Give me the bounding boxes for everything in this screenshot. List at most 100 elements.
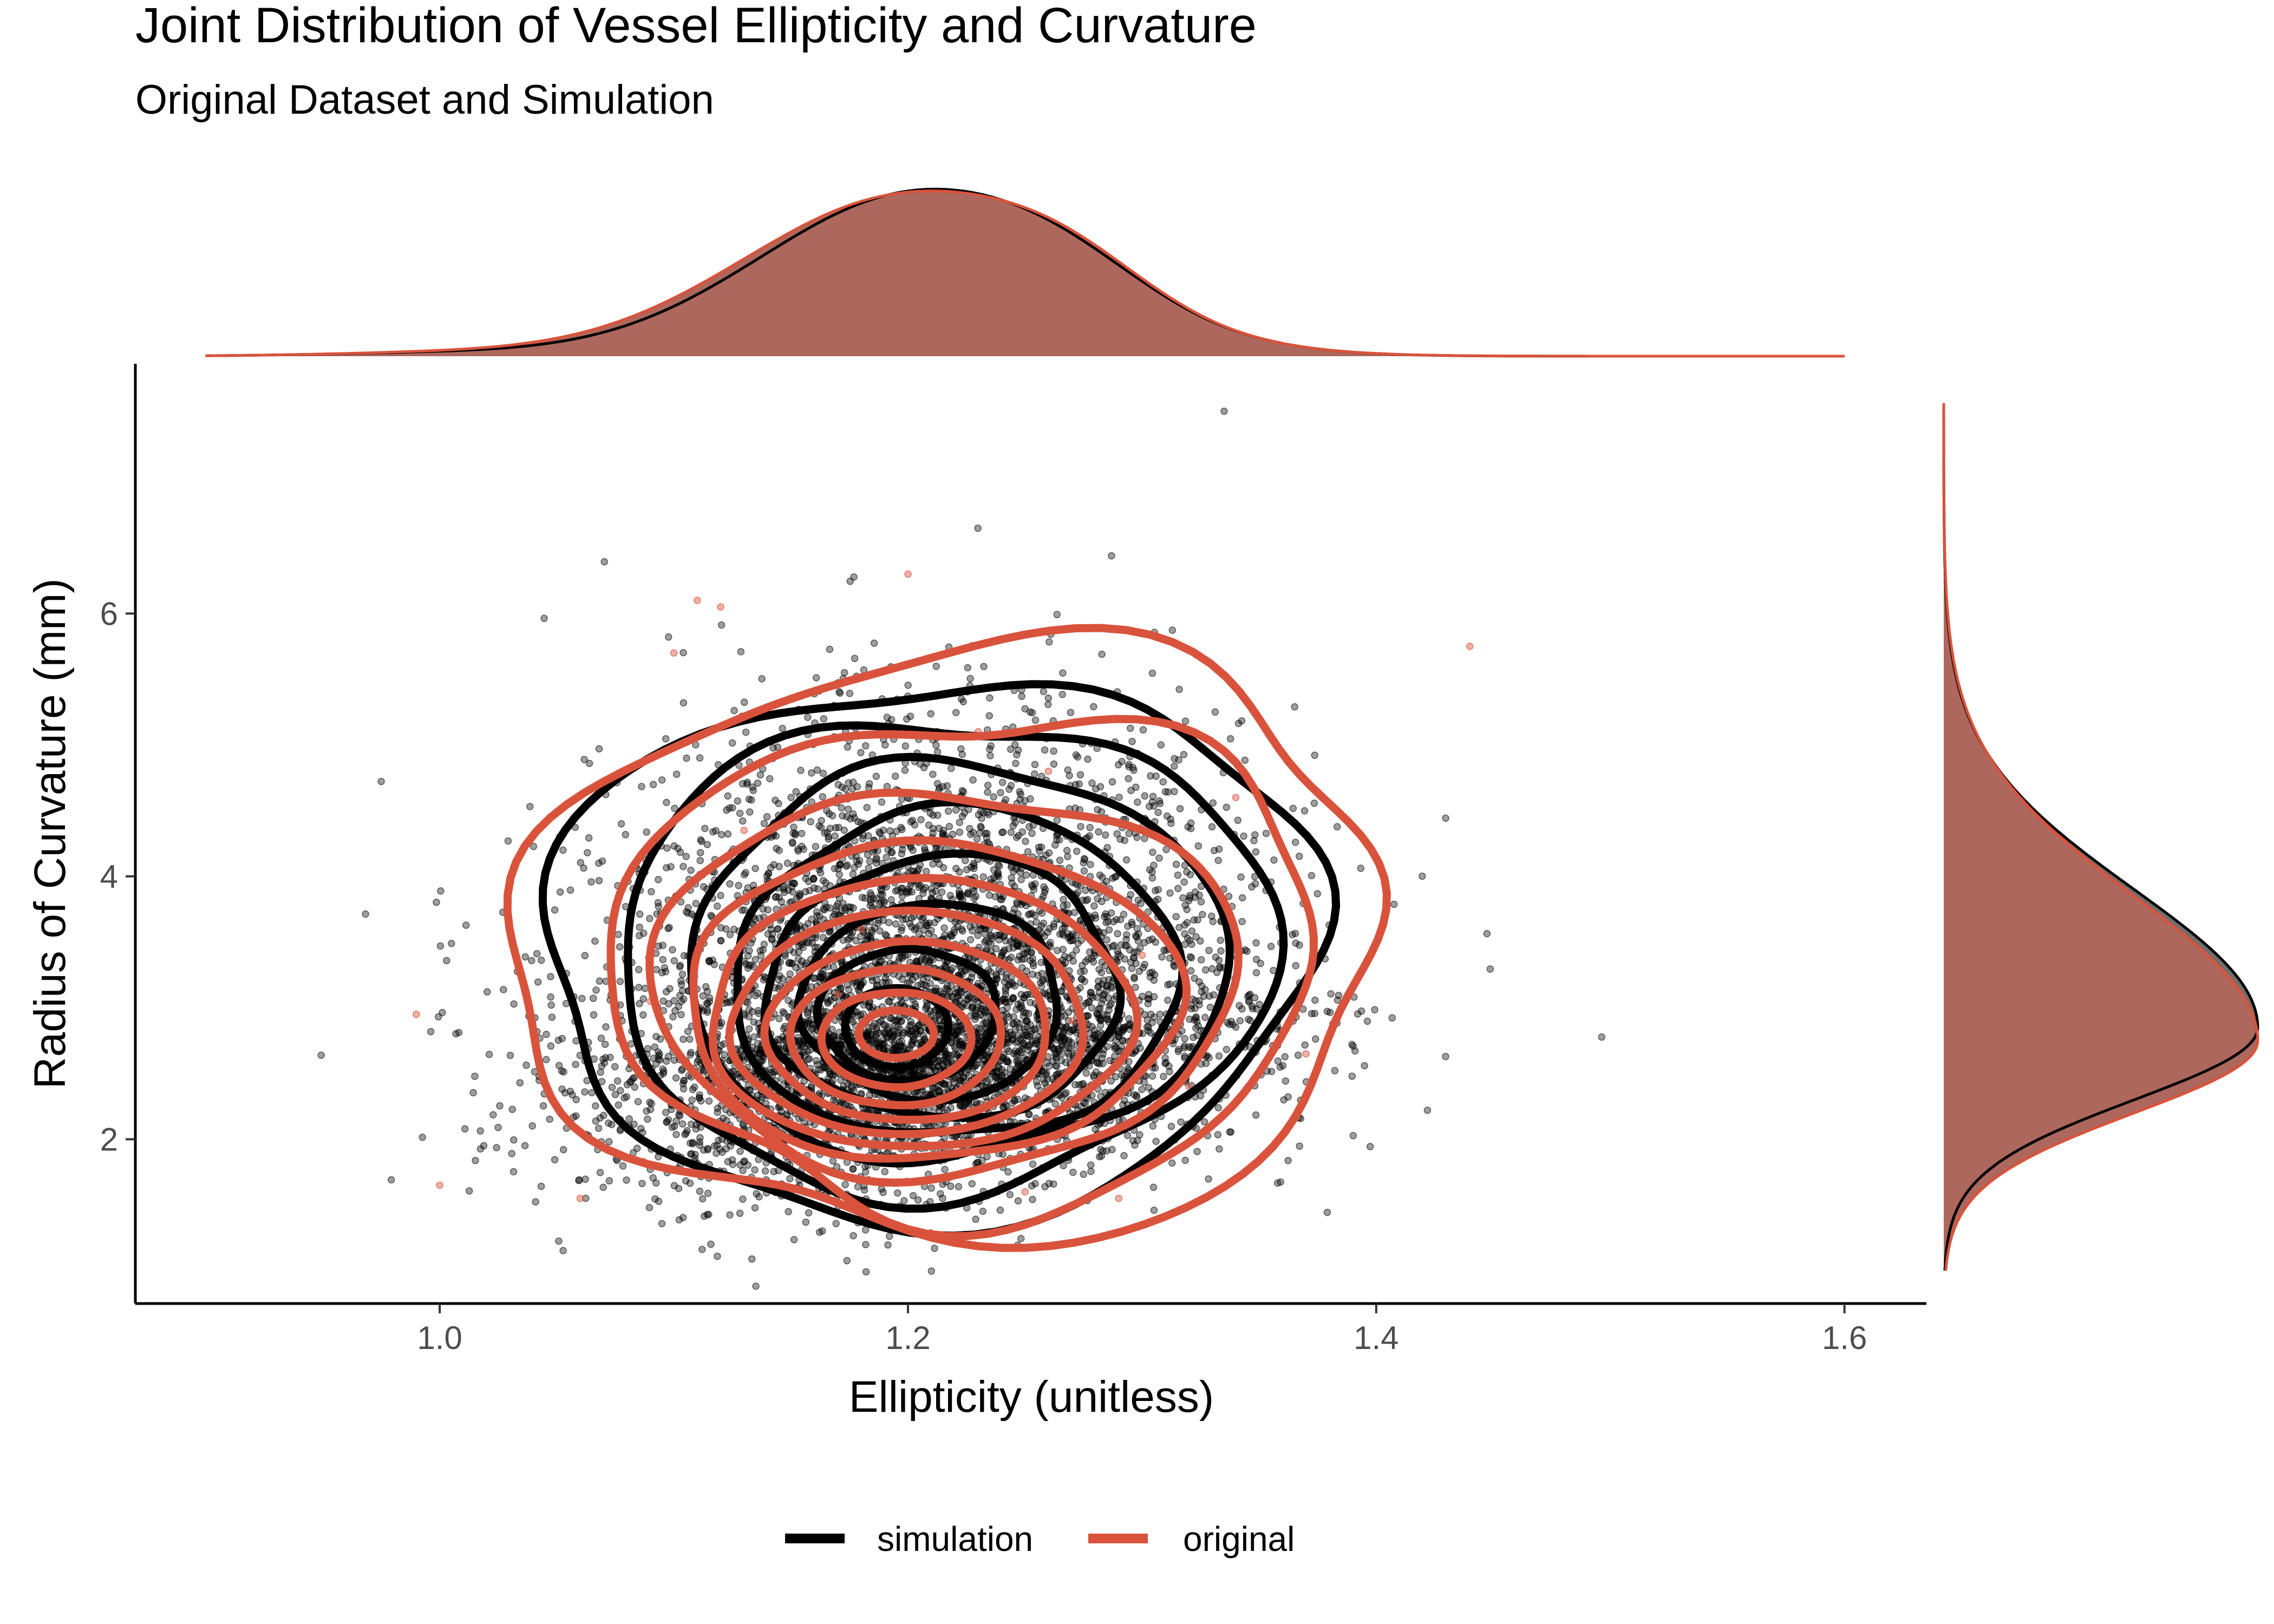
scatter-point-simulation	[956, 828, 964, 836]
scatter-point-simulation	[1030, 770, 1038, 778]
scatter-point-simulation	[679, 1036, 687, 1043]
scatter-point-simulation	[909, 1191, 917, 1200]
scatter-point-simulation	[1068, 1039, 1075, 1046]
scatter-point-simulation	[596, 1169, 604, 1176]
scatter-point-simulation	[1168, 626, 1177, 634]
scatter-point-simulation	[745, 1013, 753, 1020]
scatter-point-simulation	[1148, 874, 1156, 882]
scatter-point-simulation	[983, 1152, 991, 1161]
scatter-point-simulation	[679, 1214, 687, 1221]
scatter-point-simulation	[862, 742, 870, 750]
scatter-point-simulation	[1308, 872, 1316, 880]
scatter-point-simulation	[1077, 975, 1086, 983]
scatter-point-simulation	[1097, 968, 1106, 977]
scatter-point-simulation	[748, 1255, 756, 1263]
scatter-point-simulation	[580, 756, 588, 763]
scatter-point-simulation	[956, 868, 963, 876]
scatter-point-simulation	[969, 776, 977, 784]
scatter-point-simulation	[1175, 685, 1183, 693]
scatter-point-simulation	[682, 853, 690, 860]
scatter-point-simulation	[494, 1124, 502, 1131]
scatter-point-simulation	[651, 1195, 659, 1203]
scatter-point-simulation	[781, 952, 789, 960]
scatter-point-simulation	[1084, 896, 1092, 903]
scatter-point-simulation	[1183, 919, 1191, 927]
scatter-point-simulation	[783, 859, 792, 867]
scatter-point-simulation	[996, 1206, 1004, 1214]
scatter-point-simulation	[785, 959, 793, 967]
scatter-point-simulation	[1262, 829, 1270, 837]
scatter-point-simulation	[964, 664, 972, 672]
scatter-point-simulation	[901, 767, 909, 774]
scatter-point-simulation	[658, 1220, 666, 1228]
scatter-point-simulation	[794, 955, 802, 962]
scatter-point-simulation	[696, 856, 704, 865]
scatter-point-simulation	[1125, 829, 1133, 837]
scatter-point-simulation	[443, 957, 450, 965]
scatter-point-simulation	[572, 1096, 580, 1104]
scatter-point-simulation	[714, 1108, 722, 1116]
scatter-point-simulation	[670, 1056, 678, 1064]
scatter-point-simulation	[1094, 1030, 1101, 1038]
scatter-point-simulation	[639, 995, 648, 1003]
scatter-point-simulation	[1014, 1096, 1022, 1103]
scatter-point-simulation	[465, 1187, 473, 1195]
scatter-point-simulation	[791, 831, 799, 839]
scatter-point-simulation	[760, 820, 768, 827]
scatter-point-simulation	[804, 713, 812, 721]
scatter-point-simulation	[1155, 797, 1164, 805]
scatter-point-simulation	[998, 829, 1006, 836]
scatter-point-simulation	[802, 1218, 810, 1226]
scatter-point-simulation	[510, 1136, 518, 1144]
scatter-point-simulation	[860, 1186, 868, 1194]
scatter-point-simulation	[1076, 771, 1084, 778]
scatter-point-simulation	[1217, 937, 1224, 944]
scatter-point-simulation	[1311, 996, 1319, 1004]
right-density-original-fill	[1944, 403, 2258, 1271]
scatter-point-simulation	[766, 775, 774, 783]
scatter-point-simulation	[1120, 911, 1128, 918]
scatter-point-simulation	[547, 993, 554, 1001]
scatter-point-simulation	[704, 1145, 712, 1152]
scatter-point-simulation	[616, 943, 624, 951]
scatter-point-simulation	[855, 857, 864, 865]
scatter-point-simulation	[1423, 1106, 1432, 1114]
scatter-point-simulation	[949, 964, 956, 972]
scatter-point-simulation	[1323, 1208, 1331, 1216]
scatter-point-simulation	[679, 996, 688, 1003]
scatter-point-simulation	[927, 1184, 935, 1192]
scatter-point-simulation	[876, 829, 884, 837]
scatter-point-simulation	[807, 818, 814, 826]
scatter-point-simulation	[1323, 1007, 1331, 1016]
scatter-point-simulation	[1081, 856, 1089, 863]
scatter-point-simulation	[968, 994, 975, 1003]
scatter-point-simulation	[1188, 927, 1196, 935]
scatter-point-simulation	[1041, 888, 1049, 896]
scatter-point-simulation	[1281, 1053, 1289, 1060]
scatter-point-simulation	[1157, 741, 1165, 749]
scatter-point-simulation	[506, 1051, 514, 1059]
scatter-point-simulation	[1205, 947, 1213, 954]
scatter-point-simulation	[1070, 908, 1079, 916]
scatter-point-simulation	[736, 1209, 744, 1217]
scatter-point-simulation	[752, 992, 760, 999]
scatter-point-simulation	[585, 834, 593, 842]
scatter-point-simulation	[1146, 802, 1153, 810]
scatter-point-simulation	[598, 857, 606, 865]
scatter-point-simulation	[645, 1203, 654, 1212]
scatter-point-simulation	[740, 871, 748, 879]
scatter-point-simulation	[613, 1077, 622, 1085]
scatter-point-simulation	[884, 846, 892, 854]
scatter-point-simulation	[723, 999, 731, 1006]
scatter-point-simulation	[596, 977, 604, 985]
scatter-point-simulation	[958, 813, 966, 820]
scatter-point-simulation	[595, 859, 603, 867]
scatter-point-simulation	[1105, 994, 1112, 1001]
scatter-point-simulation	[1211, 708, 1219, 716]
scatter-point-simulation	[786, 1175, 794, 1183]
scatter-point-simulation	[1087, 1161, 1095, 1169]
scatter-point-simulation	[1363, 1017, 1371, 1025]
scatter-point-simulation	[1128, 965, 1136, 972]
scatter-point-simulation	[1251, 831, 1259, 839]
scatter-point-simulation	[927, 710, 935, 718]
